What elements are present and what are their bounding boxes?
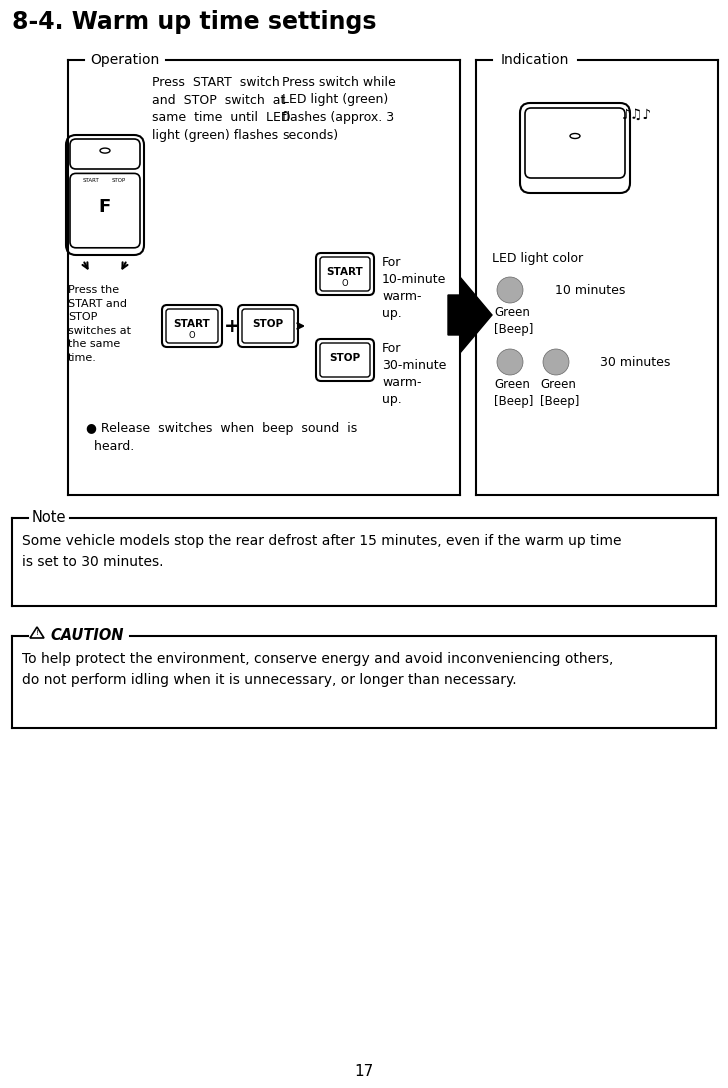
Text: +: + — [223, 317, 240, 335]
Text: Note: Note — [32, 510, 66, 526]
Text: O: O — [189, 332, 195, 341]
Text: STOP: STOP — [112, 178, 126, 183]
Text: F: F — [99, 198, 111, 217]
Text: ● Release  switches  when  beep  sound  is
  heard.: ● Release switches when beep sound is he… — [86, 422, 357, 453]
Text: 10 minutes: 10 minutes — [555, 284, 625, 297]
Text: 8-4. Warm up time settings: 8-4. Warm up time settings — [12, 10, 376, 34]
Text: Operation: Operation — [90, 53, 159, 67]
Polygon shape — [448, 277, 492, 353]
Text: START: START — [82, 178, 100, 183]
Polygon shape — [30, 627, 44, 638]
Circle shape — [497, 277, 523, 302]
Text: Green
[Beep]: Green [Beep] — [494, 378, 534, 408]
Text: !: ! — [36, 630, 39, 636]
Text: Press  START  switch
and  STOP  switch  at
same  time  until  LED
light (green) : Press START switch and STOP switch at sa… — [152, 76, 290, 141]
Text: START: START — [327, 267, 363, 277]
Text: Green
[Beep]: Green [Beep] — [540, 378, 579, 408]
Text: 17: 17 — [355, 1064, 373, 1079]
Text: Press the
START and
STOP
switches at
the same
time.: Press the START and STOP switches at the… — [68, 285, 131, 363]
Text: For
10-minute
warm-
up.: For 10-minute warm- up. — [382, 256, 446, 320]
Text: Green
[Beep]: Green [Beep] — [494, 306, 534, 335]
Text: To help protect the environment, conserve energy and avoid inconveniencing other: To help protect the environment, conserv… — [22, 652, 614, 688]
Text: CAUTION: CAUTION — [50, 629, 124, 643]
Circle shape — [497, 349, 523, 375]
Text: Press switch while
LED light (green)
flashes (approx. 3
seconds): Press switch while LED light (green) fla… — [282, 76, 396, 141]
Text: 30 minutes: 30 minutes — [600, 356, 670, 369]
Text: For
30-minute
warm-
up.: For 30-minute warm- up. — [382, 342, 446, 406]
Text: STOP: STOP — [253, 319, 284, 329]
Circle shape — [543, 349, 569, 375]
Text: START: START — [173, 319, 210, 329]
Text: ♪♫♪: ♪♫♪ — [622, 108, 652, 122]
Text: Indication: Indication — [501, 53, 569, 67]
Text: STOP: STOP — [330, 353, 360, 363]
Text: LED light color: LED light color — [492, 252, 583, 265]
Text: O: O — [341, 280, 348, 288]
Text: Some vehicle models stop the rear defrost after 15 minutes, even if the warm up : Some vehicle models stop the rear defros… — [22, 534, 622, 569]
